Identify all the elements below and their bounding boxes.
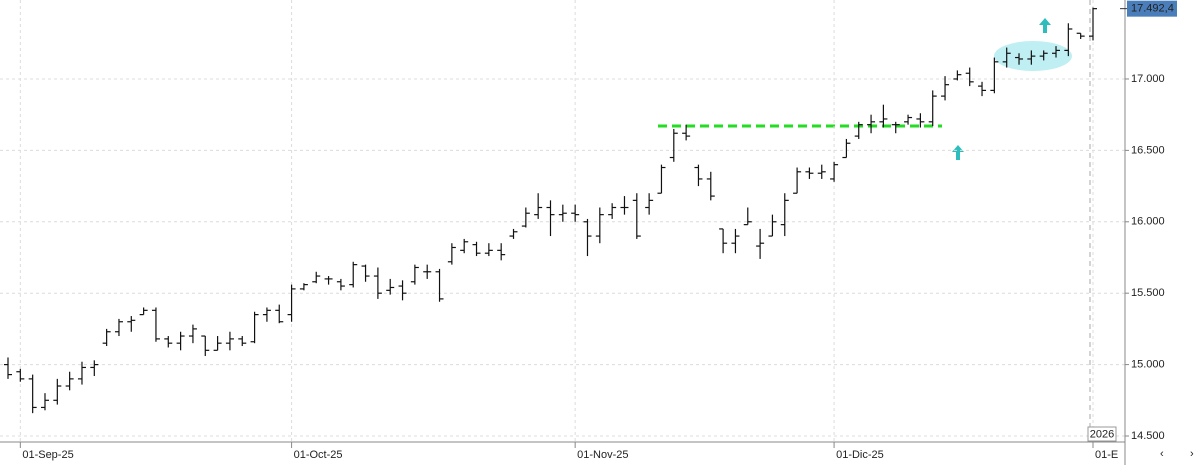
year-box [1087, 426, 1117, 442]
x-tick-label: 01-Nov-25 [577, 449, 628, 461]
up-arrow [1039, 18, 1051, 33]
x-tick-label: 01-Sep-25 [22, 449, 73, 461]
scroll-arrow[interactable]: ‹ [1160, 448, 1164, 460]
y-tick-label: 17.000 [1131, 73, 1165, 85]
x-tick-label: 01-Oct-25 [294, 449, 343, 461]
x-tick-label: 01-E [1095, 449, 1118, 461]
y-tick-label: 16.000 [1131, 216, 1165, 228]
y-tick-label: 15.000 [1131, 359, 1165, 371]
x-tick-label: 01-Dic-25 [836, 449, 884, 461]
year-label: 2026 [1090, 428, 1114, 440]
y-tick-label: 16.500 [1131, 144, 1165, 156]
up-arrow [952, 145, 964, 160]
y-tick-label: 14.500 [1131, 430, 1165, 442]
scroll-arrow[interactable]: › [1190, 448, 1194, 460]
last-price-box [1127, 0, 1177, 17]
y-tick-label: 15.500 [1131, 287, 1165, 299]
last-price-label: 17.492,4 [1131, 3, 1174, 15]
